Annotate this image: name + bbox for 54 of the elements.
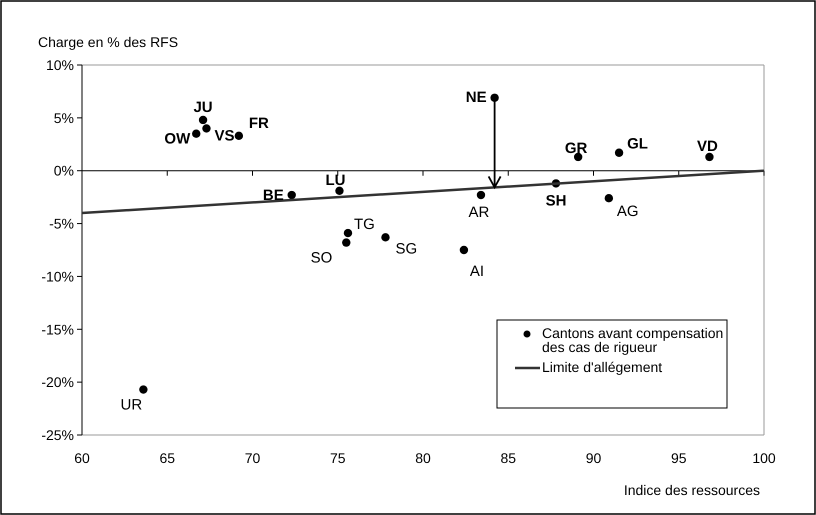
point: [381, 233, 390, 242]
y-tick-label: -5%: [49, 216, 74, 232]
annotation: FR: [248, 114, 270, 132]
point: [139, 385, 148, 394]
annotation: GR: [564, 140, 588, 157]
annotation: SG: [395, 240, 418, 258]
x-tick-label: 100: [752, 450, 776, 466]
y-axis-title: Charge en % des RFS: [38, 34, 178, 50]
y-tick-label: 5%: [54, 110, 74, 126]
annotation: UR: [120, 396, 142, 414]
y-tick-label: 0%: [54, 162, 74, 179]
y-tick-label: -20%: [41, 374, 74, 390]
annotation: GL: [627, 136, 648, 153]
x-tick-label: 90: [586, 450, 602, 466]
annotation: LU: [325, 172, 346, 189]
annotation: AG: [616, 203, 639, 220]
point: [234, 132, 244, 140]
x-axis-title: Indice des ressources: [624, 482, 760, 498]
annotation: AR: [468, 204, 490, 222]
annotation: AI: [470, 263, 484, 280]
legend-label: Limite d'allégement: [542, 359, 662, 375]
point: [705, 152, 714, 162]
annotation: BE: [262, 187, 284, 204]
point: [192, 130, 200, 138]
legend-label: Cantons avant compensation des cas de rigueur: [542, 325, 724, 355]
point: [198, 116, 208, 124]
y-tick-label: -10%: [41, 268, 74, 284]
x-tick-label: 70: [244, 450, 260, 466]
annotation: OW: [164, 130, 192, 148]
x-tick-label: 65: [159, 450, 176, 466]
x-tick-label: 95: [670, 450, 687, 466]
point: [604, 194, 614, 202]
y-tick-label: -25%: [41, 427, 74, 443]
annotation: VD: [697, 138, 718, 155]
y-tick-label: -15%: [41, 321, 74, 338]
point: [614, 148, 624, 157]
annotation: VS: [214, 127, 234, 144]
annotation: SH: [546, 192, 566, 210]
annotation: JU: [193, 98, 213, 116]
point: [344, 228, 352, 238]
annotation: NE: [466, 88, 487, 106]
annotation: TG: [354, 216, 375, 234]
point: [288, 190, 296, 200]
point: [202, 124, 211, 133]
point: [342, 238, 350, 247]
x-tick-label: 75: [330, 450, 346, 466]
point: [335, 186, 344, 195]
annotation: SO: [310, 250, 332, 267]
point: [476, 190, 486, 200]
x-tick-label: 80: [415, 450, 431, 466]
y-tick-label: 10%: [46, 57, 74, 73]
x-tick-label: 60: [74, 450, 90, 466]
x-tick-label: 85: [500, 450, 516, 466]
point: [460, 246, 468, 254]
